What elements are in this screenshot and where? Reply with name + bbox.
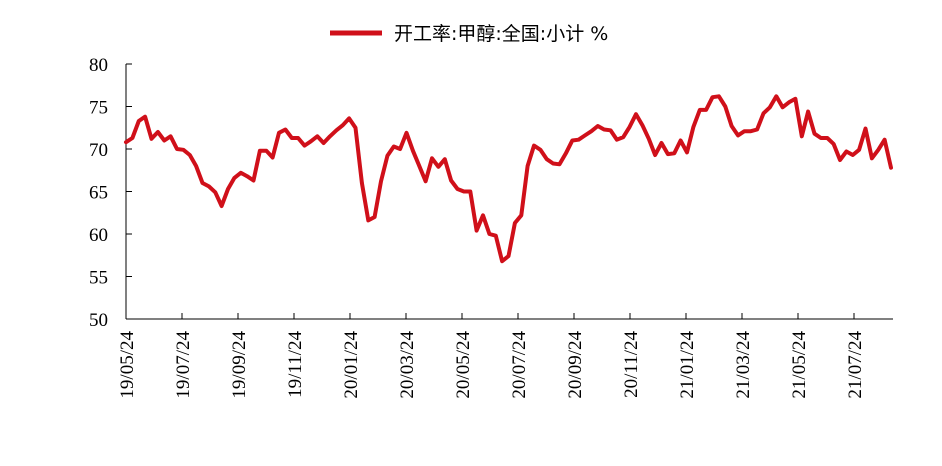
x-tick-label: 21/01/24 [677,331,698,399]
legend: 开工率:甲醇:全国:小计 % [330,23,608,45]
x-tick-label: 19/05/24 [117,331,138,399]
x-tick-label: 20/03/24 [397,331,418,399]
y-tick-label: 55 [89,268,108,289]
x-tick-label: 20/09/24 [565,331,586,399]
x-tick-label: 20/11/24 [621,331,642,398]
x-tick-label: 21/05/24 [789,331,810,399]
x-tick-label: 21/03/24 [733,331,754,399]
y-tick-label: 75 [89,98,108,119]
legend-label: 开工率:甲醇:全国:小计 % [394,23,608,45]
x-tick-label: 20/05/24 [453,331,474,399]
y-tick-label: 70 [89,140,108,161]
y-tick-label: 60 [89,225,108,246]
x-tick-label: 19/11/24 [285,331,306,398]
series-line [124,94,893,264]
y-tick-label: 80 [89,55,108,76]
x-tick-label: 20/01/24 [341,331,362,399]
x-tick-label: 21/07/24 [845,331,866,399]
y-tick-label: 50 [89,310,108,331]
x-tick-label: 19/07/24 [173,331,194,399]
x-tick-label: 19/09/24 [229,331,250,399]
x-tick-label: 20/07/24 [509,331,530,399]
x-axis-ticks: 19/05/24 19/07/24 19/09/24 19/11/24 20/01/24… [117,313,866,399]
y-axis-ticks: 50 55 60 65 70 75 80 [89,55,132,331]
y-tick-label: 65 [89,183,108,204]
